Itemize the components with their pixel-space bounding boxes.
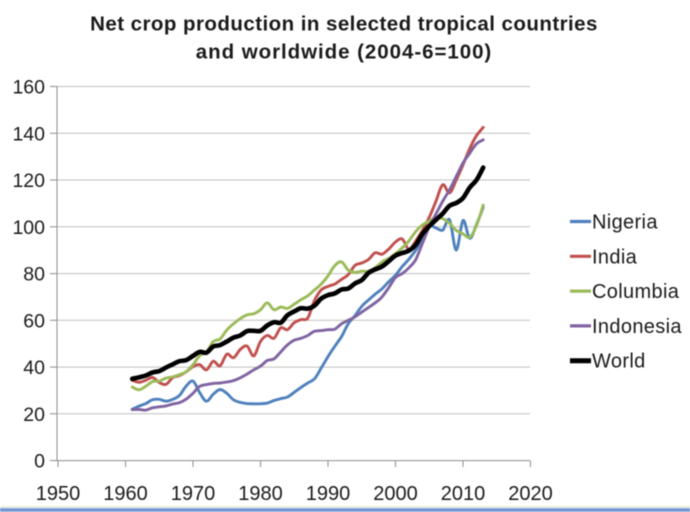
svg-text:20: 20 [23, 404, 45, 426]
svg-text:World: World [592, 351, 646, 373]
svg-text:1990: 1990 [306, 483, 351, 505]
svg-text:160: 160 [12, 77, 45, 99]
svg-text:80: 80 [23, 264, 45, 286]
svg-text:40: 40 [23, 357, 45, 379]
svg-text:2020: 2020 [508, 483, 553, 505]
svg-text:India: India [592, 246, 638, 268]
svg-text:120: 120 [12, 170, 45, 192]
svg-text:1950: 1950 [36, 483, 81, 505]
svg-text:Indonesia: Indonesia [592, 316, 682, 338]
svg-text:and worldwide (2004-6=100): and worldwide (2004-6=100) [196, 41, 492, 64]
svg-text:2000: 2000 [373, 483, 418, 505]
svg-text:Nigeria: Nigeria [592, 212, 658, 234]
svg-text:60: 60 [23, 310, 45, 332]
svg-text:2010: 2010 [441, 483, 486, 505]
svg-text:100: 100 [12, 217, 45, 239]
svg-text:140: 140 [12, 123, 45, 145]
svg-text:1960: 1960 [103, 483, 148, 505]
svg-text:Net crop production in selecte: Net crop production in selected tropical… [90, 13, 598, 36]
svg-text:Columbia: Columbia [592, 281, 680, 303]
svg-text:1980: 1980 [238, 483, 283, 505]
svg-text:1970: 1970 [171, 483, 216, 505]
svg-text:0: 0 [34, 451, 45, 473]
